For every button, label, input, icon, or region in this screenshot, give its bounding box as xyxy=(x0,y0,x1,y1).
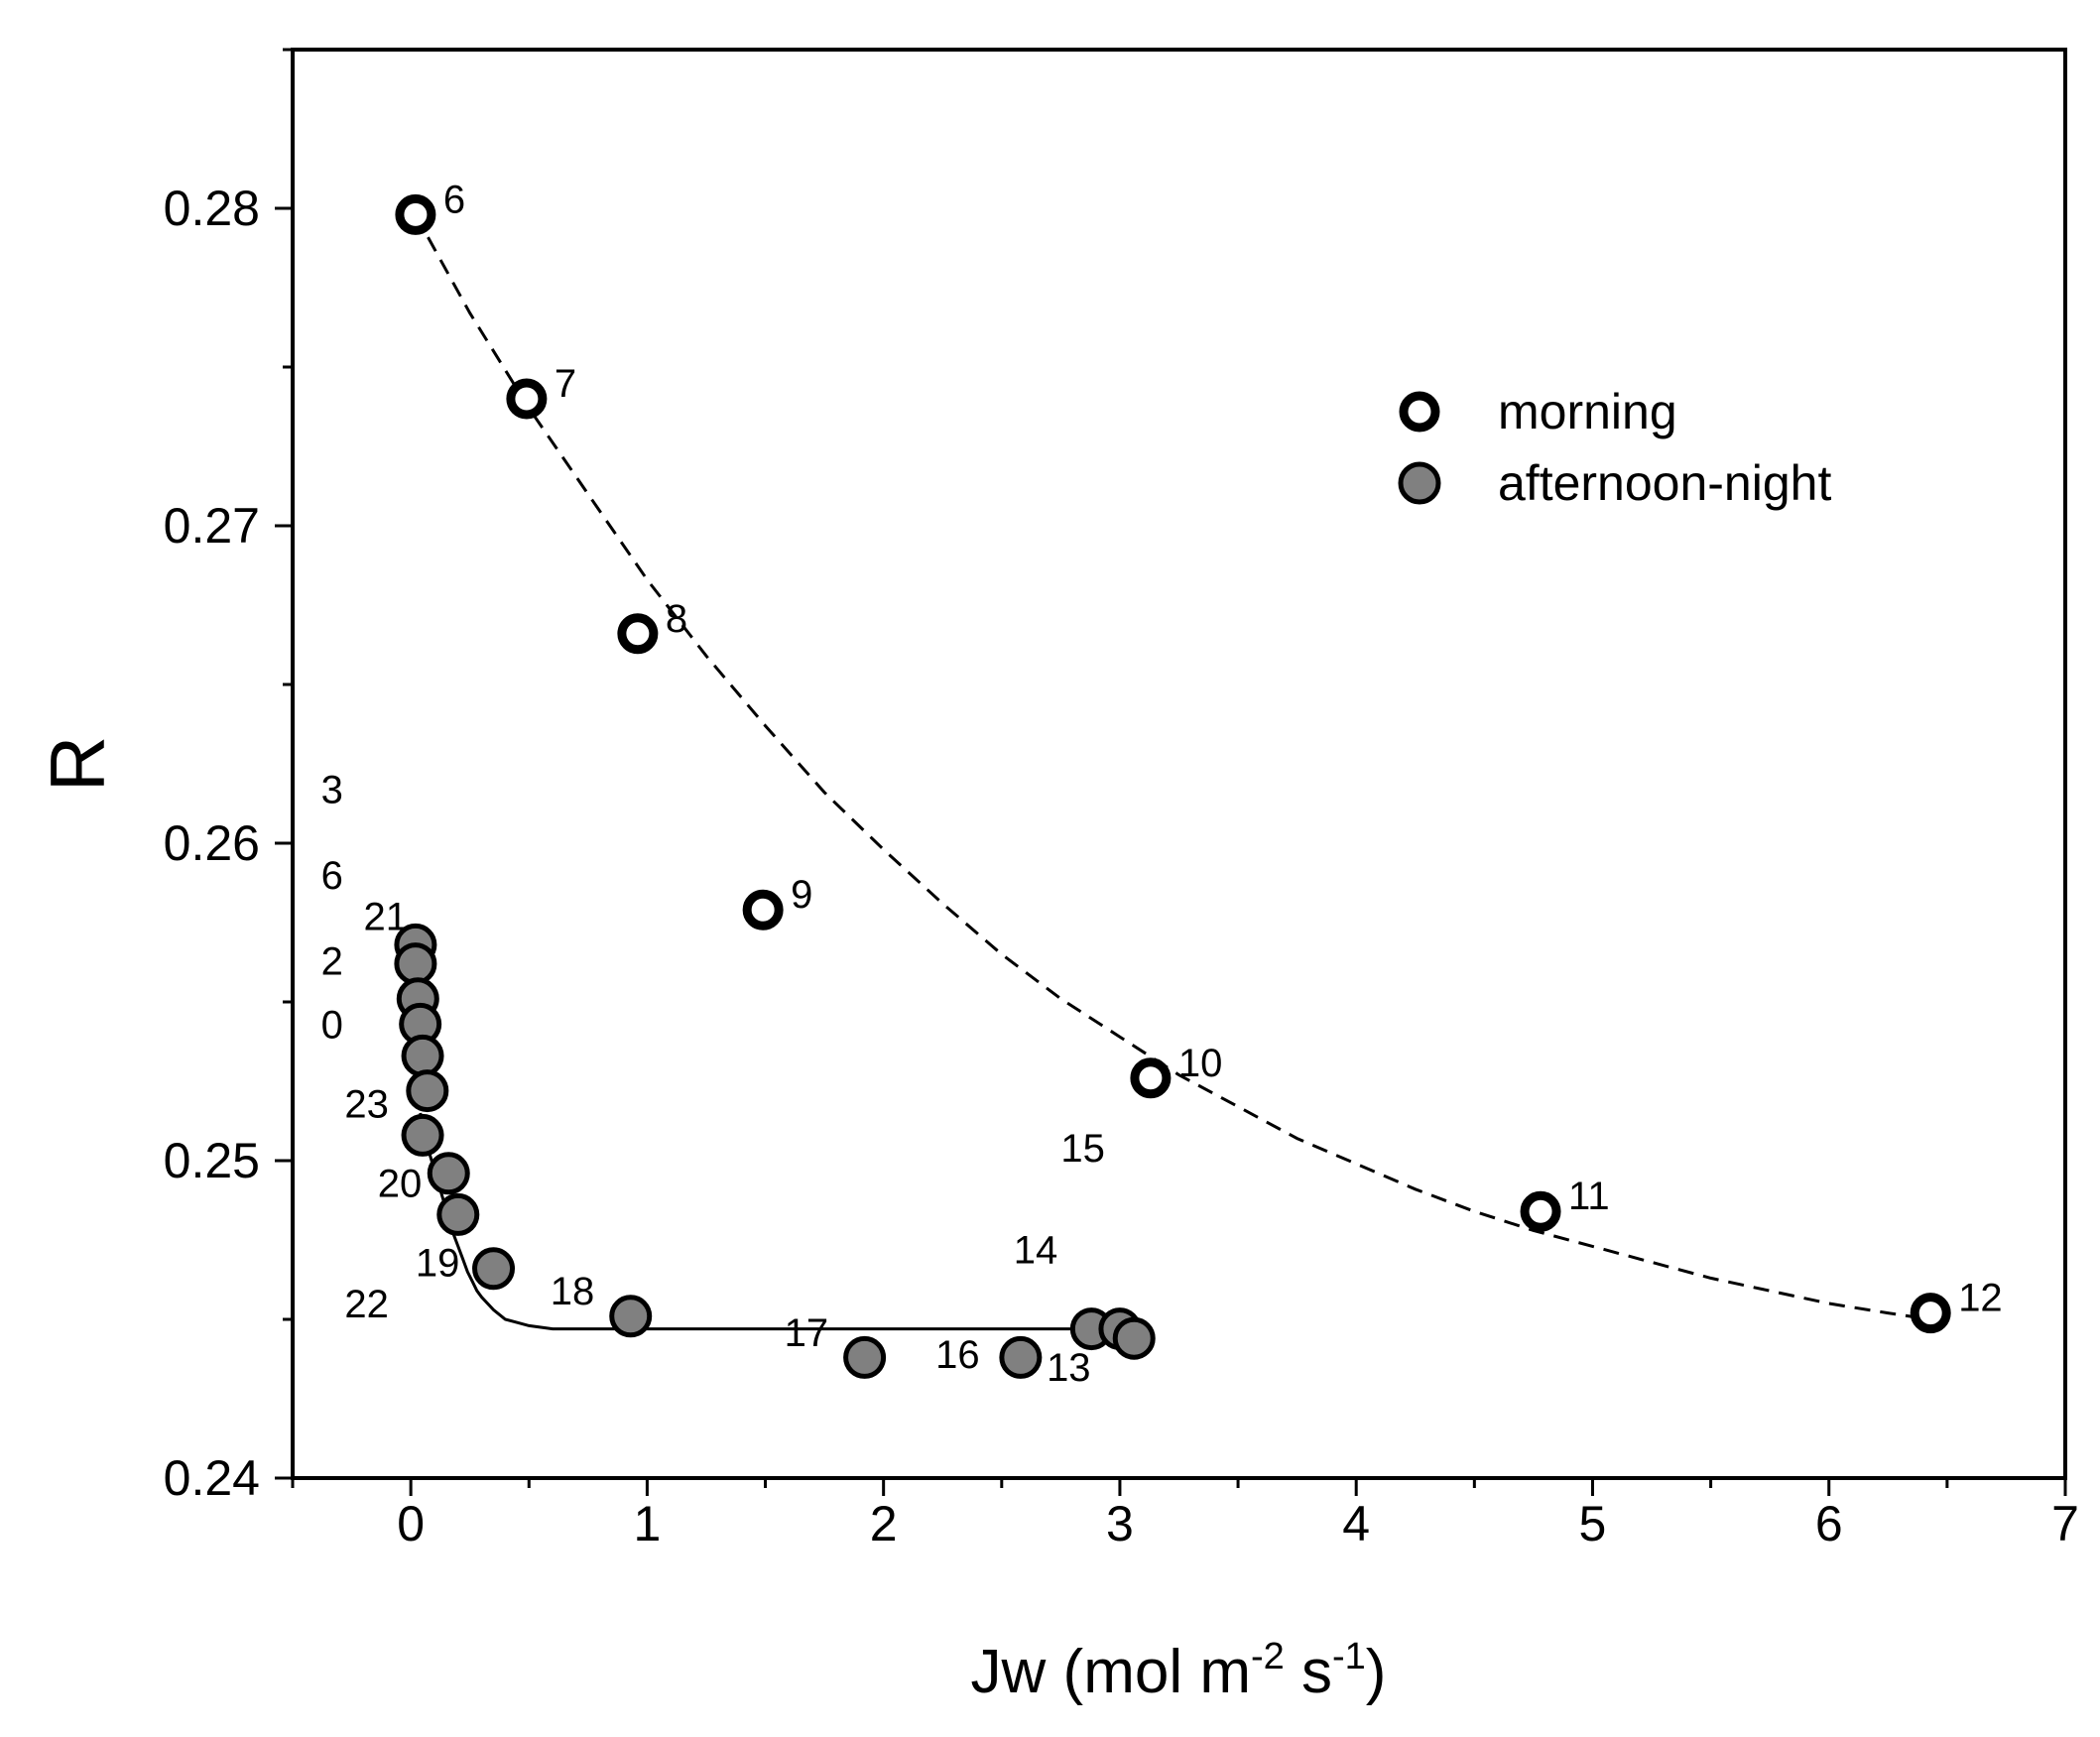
morning-point xyxy=(617,613,659,655)
x-tick-label: 3 xyxy=(1106,1496,1134,1551)
afternoon-night-point xyxy=(436,1192,480,1236)
morning-point xyxy=(742,889,784,931)
morning-point-label: 7 xyxy=(555,362,576,406)
morning-point-label: 8 xyxy=(666,597,687,641)
x-tick-label: 0 xyxy=(397,1496,425,1551)
morning-point-label: 11 xyxy=(1568,1175,1610,1218)
fit-curves xyxy=(414,213,1931,1331)
y-tick-label: 0.28 xyxy=(164,181,260,236)
afternoon-night-point xyxy=(843,1335,887,1379)
y-tick-label: 0.25 xyxy=(164,1133,260,1188)
afternoon-night-point xyxy=(401,1034,444,1077)
x-axis-title: Jw (mol m-2 s-1) xyxy=(971,1636,1387,1706)
morning-point xyxy=(1910,1293,1951,1334)
morning-point-label: 10 xyxy=(1178,1042,1223,1085)
morning-point xyxy=(1520,1190,1561,1232)
afternoon-hour-label: 0 xyxy=(321,1003,343,1047)
afternoon-hour-label: 20 xyxy=(378,1162,423,1205)
afternoon-hour-label: 17 xyxy=(785,1311,829,1355)
x-tick-label: 4 xyxy=(1342,1496,1370,1551)
afternoon-hour-label: 3 xyxy=(321,769,343,812)
x-axis-title-main: Jw (mol m xyxy=(971,1638,1251,1706)
y-axis-title: R xyxy=(34,736,121,792)
afternoon-hour-label: 6 xyxy=(321,854,343,898)
legend-label-morning: morning xyxy=(1498,384,1677,439)
morning-point xyxy=(1130,1057,1172,1099)
x-tick-label: 6 xyxy=(1815,1496,1843,1551)
legend-marker-afternoon-night xyxy=(1398,461,1441,505)
x-axis: 0 1 2 3 4 5 6 7 xyxy=(291,1478,2079,1551)
legend: morning afternoon-night xyxy=(1398,384,1831,511)
x-tick-label: 1 xyxy=(633,1496,661,1551)
x-tick-label: 5 xyxy=(1579,1496,1607,1551)
afternoon-night-point xyxy=(401,1113,444,1157)
morning-point xyxy=(395,193,436,235)
afternoon-hour-label: 22 xyxy=(344,1283,389,1326)
x-axis-title-sup1: -2 xyxy=(1251,1636,1285,1677)
afternoon-hour-label: 13 xyxy=(1047,1346,1091,1390)
afternoon-night-point xyxy=(394,942,437,986)
afternoon-hour-label: 16 xyxy=(935,1333,980,1377)
afternoon-hour-label: 14 xyxy=(1014,1229,1058,1273)
legend-marker-morning xyxy=(1399,391,1440,433)
morning-fit-line xyxy=(414,213,1931,1321)
afternoon-night-fit-line xyxy=(419,1112,1135,1331)
y-tick-label: 0.26 xyxy=(164,815,260,871)
afternoon-hour-label: 15 xyxy=(1060,1127,1105,1171)
afternoon-night-point xyxy=(427,1152,470,1195)
afternoon-hour-label: 19 xyxy=(416,1241,460,1285)
y-tick-label: 0.27 xyxy=(164,498,260,554)
afternoon-night-point xyxy=(472,1247,516,1291)
afternoon-hour-label: 18 xyxy=(551,1270,595,1313)
afternoon-night-point xyxy=(999,1335,1043,1379)
x-tick-label: 7 xyxy=(2051,1496,2079,1551)
afternoon-hour-label: 21 xyxy=(363,896,408,939)
data-points xyxy=(394,193,1951,1379)
legend-label-afternoon-night: afternoon-night xyxy=(1498,455,1831,511)
morning-point xyxy=(506,378,548,420)
plot-frame xyxy=(291,48,2067,1480)
afternoon-night-point xyxy=(1112,1316,1156,1360)
x-tick-label: 2 xyxy=(870,1496,898,1551)
y-tick-label: 0.24 xyxy=(164,1450,260,1506)
morning-point-label: 6 xyxy=(443,178,465,221)
x-axis-title-sup2: -1 xyxy=(1332,1636,1366,1677)
afternoon-night-point xyxy=(406,1069,449,1113)
x-axis-title-end: ) xyxy=(1366,1638,1387,1706)
afternoon-night-point xyxy=(609,1295,653,1338)
afternoon-hour-label: 2 xyxy=(321,939,343,983)
y-axis: 0.24 0.25 0.26 0.27 0.28 xyxy=(164,48,293,1506)
morning-point-label: 12 xyxy=(1958,1277,2003,1320)
x-axis-title-mid: s xyxy=(1285,1638,1332,1706)
afternoon-hour-label: 23 xyxy=(344,1082,389,1126)
morning-point-label: 9 xyxy=(791,873,812,917)
